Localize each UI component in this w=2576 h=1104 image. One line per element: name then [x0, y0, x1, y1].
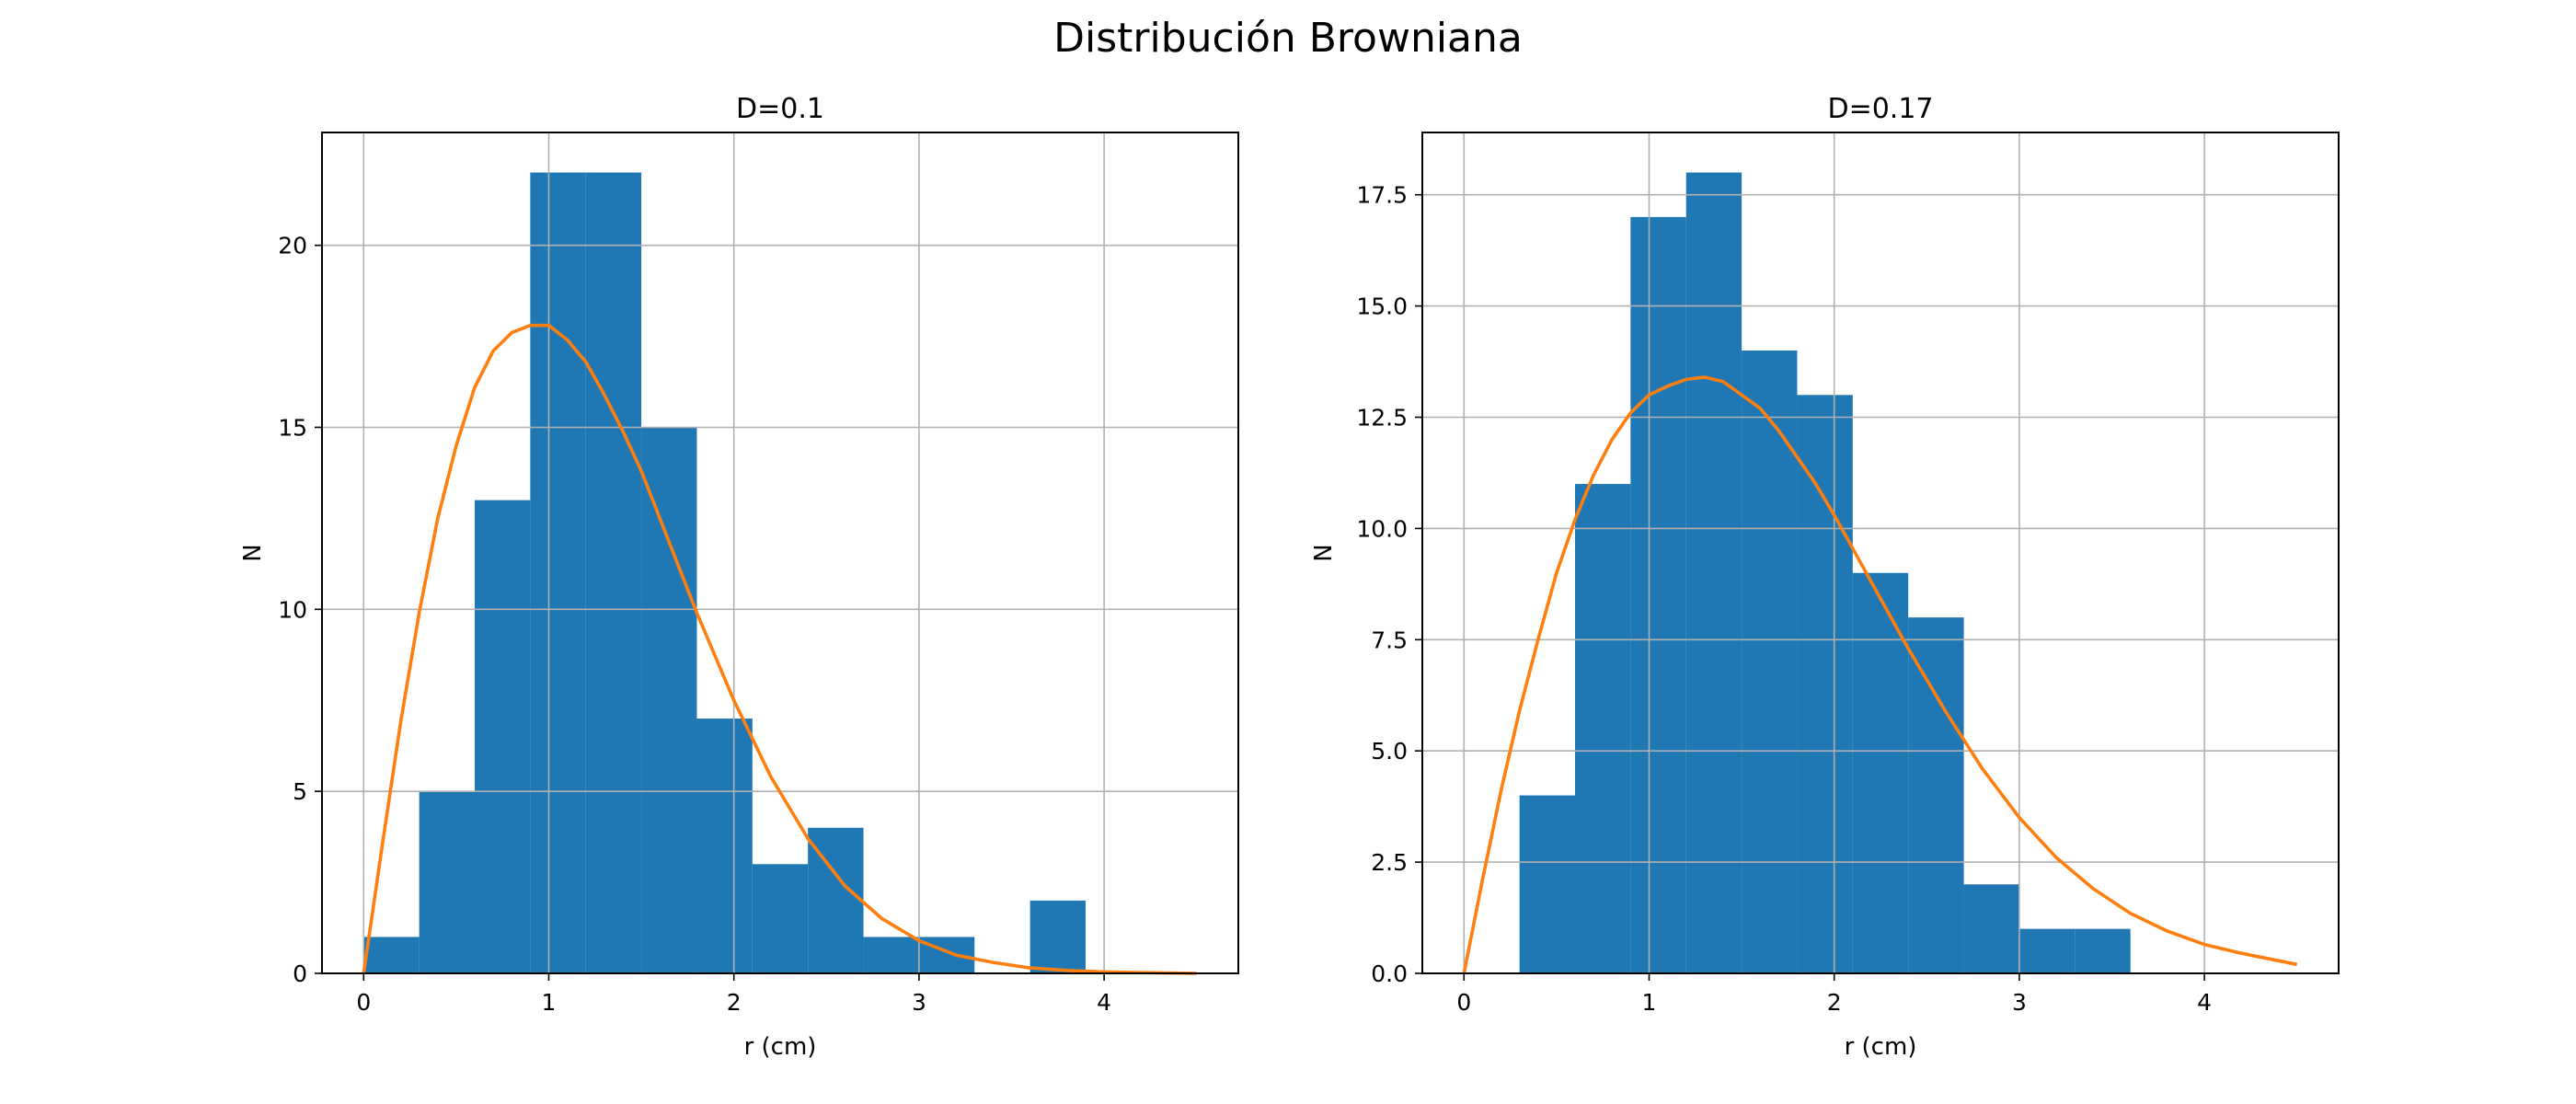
- y-tick-label: 20: [278, 233, 307, 259]
- histogram-bar: [2075, 928, 2131, 973]
- histogram-bar: [641, 427, 697, 973]
- histogram-bar: [1519, 795, 1575, 973]
- histogram-bar: [1575, 484, 1631, 973]
- y-tick-label: 15: [278, 414, 307, 441]
- x-axis-ticks: 0 1 2 3 4: [356, 973, 1111, 1016]
- x-tick-label: 1: [1642, 989, 1657, 1016]
- chart-panel-right: 0 1 2 3 4 0.0 2.5 5.0 7.5 10.0 12.5 15.0 17.5 D=0.17 r…: [1310, 93, 2340, 1061]
- histogram-bar: [1797, 395, 1853, 973]
- histogram-bar: [1908, 617, 1964, 973]
- y-tick-label: 5.0: [1371, 738, 1408, 765]
- panel-title: D=0.17: [1827, 93, 1933, 125]
- x-axis-label: r (cm): [744, 1033, 817, 1061]
- x-axis-label: r (cm): [1845, 1033, 1917, 1061]
- histogram-bar: [585, 172, 642, 973]
- fit-curve: [362, 323, 1197, 975]
- figure-title: Distribución Browniana: [1053, 15, 1523, 62]
- y-axis-label: N: [239, 544, 267, 561]
- x-tick-label: 0: [1456, 989, 1471, 1016]
- histogram-bar: [475, 500, 531, 973]
- histogram-bar: [1630, 216, 1686, 973]
- histogram-bar: [530, 172, 586, 973]
- panel-title: D=0.1: [736, 93, 824, 125]
- histogram-bar: [752, 864, 809, 973]
- y-tick-label: 0: [293, 960, 307, 987]
- y-tick-label: 10: [278, 596, 307, 623]
- histogram-bar: [363, 937, 420, 973]
- y-axis-ticks: 0 5 10 15 20: [278, 233, 322, 987]
- histogram-bar: [419, 791, 475, 973]
- histogram-bar: [1742, 350, 1798, 973]
- histogram-bar: [1963, 884, 2019, 973]
- chart-panel-left: 0 1 2 3 4 0 5 10 15 20 D=0.1 r (cm) N: [239, 93, 1239, 1061]
- histogram-bars: [1519, 172, 2131, 973]
- histogram-bar: [1029, 900, 1086, 973]
- grid: [1422, 132, 2339, 974]
- y-axis-label: N: [1310, 544, 1338, 561]
- y-tick-label: 12.5: [1356, 405, 1408, 431]
- x-tick-label: 4: [2197, 989, 2212, 1016]
- y-axis-ticks: 0.0 2.5 5.0 7.5 10.0 12.5 15.0 17.5: [1356, 182, 1422, 987]
- y-tick-label: 15.0: [1356, 293, 1408, 320]
- x-axis-ticks: 0 1 2 3 4: [1456, 973, 2212, 1016]
- histogram-bar: [863, 937, 919, 973]
- y-tick-label: 0.0: [1371, 960, 1408, 987]
- y-tick-label: 5: [293, 778, 307, 805]
- histogram-bar: [1685, 172, 1742, 973]
- histogram-bars: [363, 172, 1086, 973]
- x-tick-label: 3: [2012, 989, 2027, 1016]
- x-tick-label: 3: [912, 989, 926, 1016]
- x-tick-label: 2: [727, 989, 742, 1016]
- y-tick-label: 7.5: [1371, 627, 1408, 653]
- histogram-bar: [2018, 928, 2076, 973]
- axes-frame: [1421, 132, 2340, 974]
- y-tick-label: 10.0: [1356, 515, 1408, 542]
- x-tick-label: 1: [542, 989, 557, 1016]
- y-tick-label: 17.5: [1356, 182, 1408, 209]
- fit-curve: [1462, 375, 2298, 974]
- x-tick-label: 2: [1827, 989, 1842, 1016]
- x-tick-label: 4: [1097, 989, 1111, 1016]
- histogram-bar: [696, 719, 753, 973]
- x-tick-label: 0: [356, 989, 371, 1016]
- y-tick-label: 2.5: [1371, 849, 1408, 876]
- axes-frame: [321, 132, 1239, 974]
